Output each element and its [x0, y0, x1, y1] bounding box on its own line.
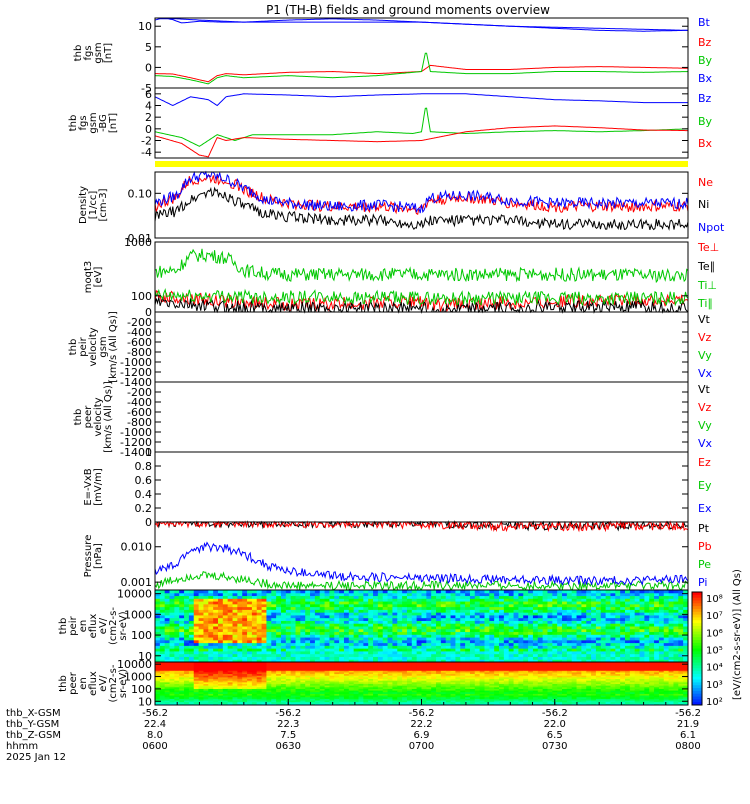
flag-bar	[155, 161, 688, 167]
legend-entry-Ex: Ex	[698, 502, 712, 515]
y-axis-label: [km/s (All Qs)]	[103, 381, 114, 453]
series-line-Bx	[155, 18, 688, 30]
heatmap-peir_en_eflux	[155, 590, 689, 663]
series-line-Bt	[155, 19, 688, 31]
y-tick-label: -4	[141, 146, 152, 159]
y-tick-label: 5	[145, 41, 152, 54]
y-tick-label: 100	[131, 629, 152, 642]
legend-entry-Ti∥: Ti∥	[697, 297, 713, 310]
panel-frame	[155, 312, 688, 382]
y-tick-label: 0.010	[121, 541, 153, 554]
y-tick-label: 1000	[124, 236, 152, 249]
y-axis-label: sr-eV)	[118, 611, 129, 640]
heatmap-peer_en_eflux	[155, 662, 689, 706]
legend-entry-Te∥: Te∥	[697, 260, 715, 273]
legend-entry-Bz: Bz	[698, 36, 712, 49]
y-tick-label: 2	[145, 111, 152, 124]
panel-frame	[155, 88, 688, 158]
legend-entry-Ey: Ey	[698, 479, 712, 492]
y-tick-label: 100	[131, 290, 152, 303]
y-tick-label: 0.6	[135, 474, 153, 487]
y-tick-label: 4	[145, 100, 152, 113]
y-tick-label: 10000	[117, 588, 152, 601]
y-tick-label: 0	[145, 61, 152, 74]
series-line-Ti⊥	[155, 249, 688, 282]
legend-entry-Vt: Vt	[698, 313, 711, 326]
legend-entry-Bx: Bx	[698, 72, 713, 85]
y-tick-label: 0	[145, 516, 152, 529]
y-axis-label: [nT]	[103, 43, 114, 63]
legend-entry-Ni: Ni	[698, 198, 709, 211]
series-line-Ne	[155, 174, 688, 214]
series-line-Bz	[155, 65, 688, 81]
series-line-Pi	[155, 543, 688, 585]
legend-entry-Vx: Vx	[698, 367, 713, 380]
legend-entry-Ti⊥: Ti⊥	[697, 279, 717, 292]
y-tick-label: 0.2	[135, 502, 153, 515]
legend-entry-Bx: Bx	[698, 137, 713, 150]
legend-entry-Vy: Vy	[698, 349, 712, 362]
y-axis-label: [nT]	[108, 113, 119, 133]
legend-entry-Vx: Vx	[698, 437, 713, 450]
legend-entry-Vy: Vy	[698, 419, 712, 432]
legend-entry-Pb: Pb	[698, 540, 712, 553]
series-line-Ni	[155, 188, 688, 230]
y-tick-label: 6	[145, 88, 152, 101]
panel-frame	[155, 452, 688, 522]
y-tick-label: 1	[145, 446, 152, 459]
y-tick-label: 0.4	[135, 488, 153, 501]
y-tick-label: 0	[145, 123, 152, 136]
legend-entry-Vz: Vz	[698, 331, 712, 344]
y-axis-label: [km/s (All Qs)]	[108, 311, 119, 383]
legend-entry-Ez: Ez	[698, 456, 711, 469]
y-tick-label: 10	[138, 20, 152, 33]
legend-entry-Bt: Bt	[698, 16, 711, 29]
legend-entry-Npot: Npot	[698, 221, 725, 234]
panel-frame	[155, 382, 688, 452]
y-tick-label: -200	[127, 386, 152, 399]
y-axis-label: [eV]	[93, 267, 104, 288]
legend-entry-Vt: Vt	[698, 383, 711, 396]
y-tick-label: 0.10	[128, 187, 153, 200]
figure-title: P1 (TH-B) fields and ground moments over…	[266, 3, 550, 17]
legend-entry-Bz: Bz	[698, 92, 712, 105]
series-line-Bz	[155, 94, 688, 106]
series-line-By	[155, 53, 688, 84]
legend-entry-By: By	[698, 54, 713, 67]
legend-entry-Pt: Pt	[698, 522, 710, 535]
legend-entry-Ne: Ne	[698, 176, 713, 189]
legend-entry-Pe: Pe	[698, 558, 711, 571]
y-axis-label: [mV/m]	[93, 468, 104, 506]
y-tick-label: -2	[141, 135, 152, 148]
legend-entry-By: By	[698, 115, 713, 128]
legend-entry-Pi: Pi	[698, 576, 707, 589]
y-tick-label: 0.8	[135, 460, 153, 473]
legend-entry-Vz: Vz	[698, 401, 712, 414]
y-axis-label: [nPa]	[93, 543, 104, 569]
y-tick-label: 0	[145, 306, 152, 319]
legend-entry-Te⊥: Te⊥	[697, 241, 719, 254]
y-axis-label: [cm-3]	[98, 188, 109, 221]
